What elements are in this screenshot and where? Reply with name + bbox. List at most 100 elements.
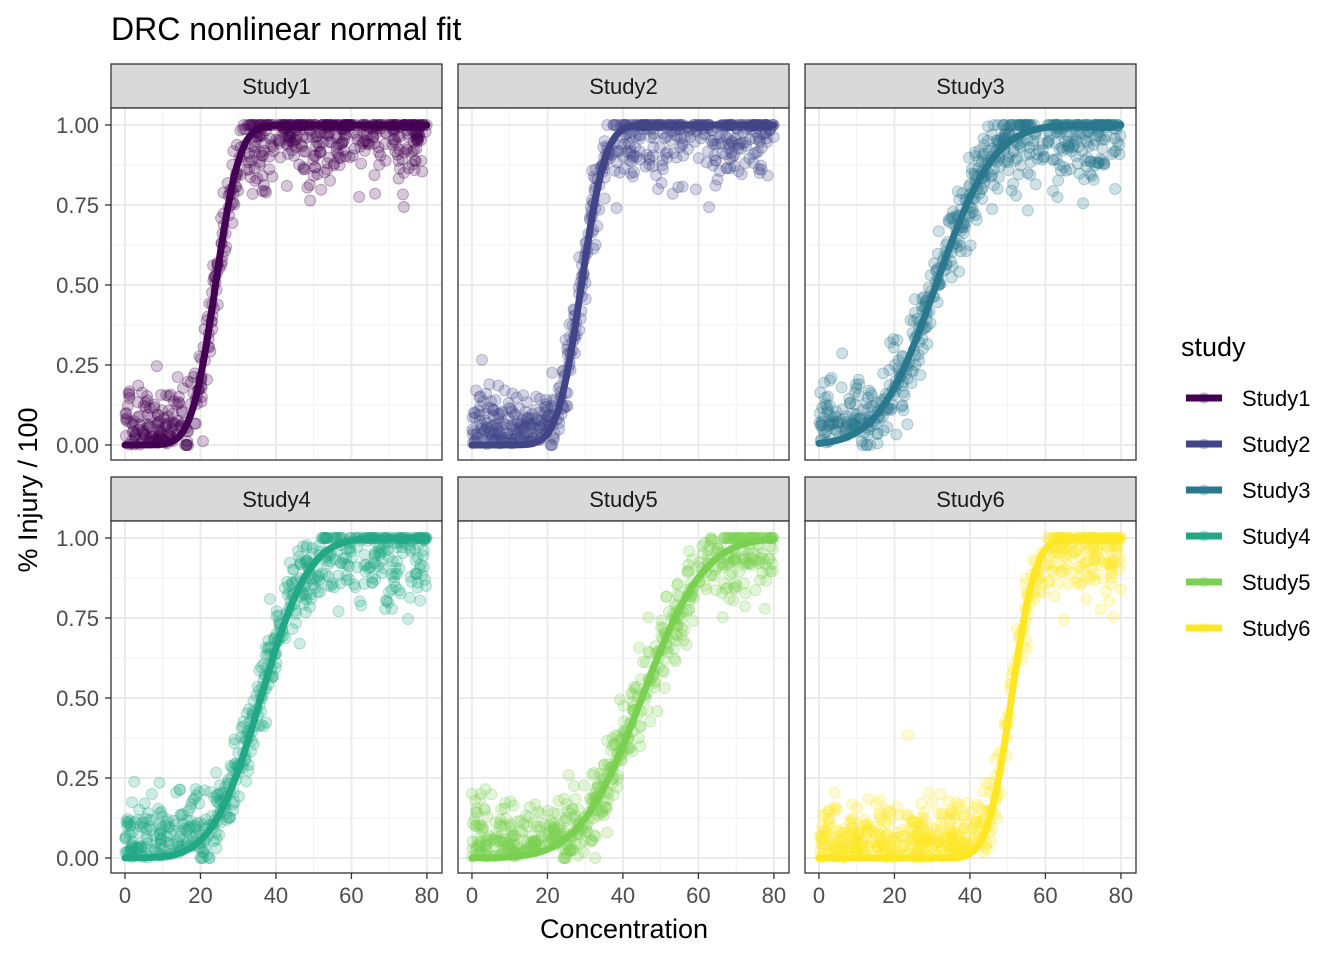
data-point (392, 172, 405, 185)
data-point (881, 817, 894, 830)
y-tick-label: 0.00 (56, 846, 99, 871)
data-point (401, 143, 414, 156)
data-point (474, 390, 487, 403)
data-point (639, 160, 652, 173)
data-point (237, 118, 250, 131)
data-point (667, 146, 680, 159)
data-point (478, 802, 491, 815)
data-point (1048, 590, 1061, 603)
data-point (538, 401, 551, 414)
legend-point (1198, 392, 1210, 404)
data-point (627, 149, 640, 162)
data-point (1038, 586, 1051, 599)
data-point (640, 656, 653, 669)
data-point (491, 422, 504, 435)
facet-label: Study1 (242, 74, 311, 99)
data-point (976, 192, 989, 205)
data-point (1069, 149, 1082, 162)
data-point (891, 334, 904, 347)
x-tick-label: 40 (611, 883, 635, 908)
data-point (514, 424, 527, 437)
data-point (656, 159, 669, 172)
data-point (586, 164, 599, 177)
data-point (476, 427, 489, 440)
data-point (237, 123, 250, 136)
data-point (173, 397, 186, 410)
data-point (148, 401, 161, 414)
data-point (282, 147, 295, 160)
data-point (410, 133, 423, 146)
data-point (601, 826, 614, 839)
data-point (1080, 592, 1093, 605)
data-point (813, 416, 826, 429)
data-point (815, 418, 828, 431)
data-point (659, 131, 672, 144)
data-point (297, 598, 310, 611)
data-point (632, 731, 645, 744)
data-point (286, 135, 299, 148)
data-point (290, 133, 303, 146)
data-point (864, 438, 877, 451)
data-point (676, 137, 689, 150)
data-point (499, 418, 512, 431)
y-tick-label: 0.00 (56, 433, 99, 458)
data-point (530, 403, 543, 416)
data-point (723, 138, 736, 151)
data-point (313, 146, 326, 159)
data-point (153, 420, 166, 433)
data-point (141, 418, 154, 431)
data-point (243, 150, 256, 163)
data-point (997, 118, 1010, 131)
data-point (986, 202, 999, 215)
data-point (351, 129, 364, 142)
data-point (1003, 151, 1016, 164)
data-point (343, 560, 356, 573)
panel-study3: Study3 (804, 63, 1137, 461)
data-point (508, 408, 521, 421)
data-point (514, 419, 527, 432)
data-point (471, 426, 484, 439)
data-point (749, 132, 762, 145)
data-point (411, 135, 424, 148)
data-point (664, 134, 677, 147)
data-point (705, 134, 718, 147)
x-tick-label: 40 (958, 883, 982, 908)
data-point (293, 158, 306, 171)
data-point (1014, 141, 1027, 154)
data-point (659, 147, 672, 160)
data-point (1046, 184, 1059, 197)
data-point (162, 427, 175, 440)
data-point (256, 169, 269, 182)
data-point (904, 314, 917, 327)
data-point (280, 179, 293, 192)
data-point (819, 391, 832, 404)
data-point (379, 154, 392, 167)
data-point (681, 564, 694, 577)
data-point (720, 131, 733, 144)
data-point (504, 402, 517, 415)
data-point (412, 132, 425, 145)
data-point (382, 586, 395, 599)
data-point (396, 153, 409, 166)
data-point (985, 835, 998, 848)
data-point (485, 420, 498, 433)
data-point (526, 421, 539, 434)
data-point (614, 138, 627, 151)
data-point (684, 131, 697, 144)
data-point (702, 145, 715, 158)
data-point (119, 413, 132, 426)
data-point (243, 163, 256, 176)
data-point (487, 409, 500, 422)
data-point (301, 181, 314, 194)
data-point (849, 411, 862, 424)
data-point (474, 400, 487, 413)
data-point (688, 135, 701, 148)
data-point (485, 788, 498, 801)
data-point (1050, 153, 1063, 166)
data-point (987, 179, 1000, 192)
data-point (719, 130, 732, 143)
data-point (633, 641, 646, 654)
data-point (321, 163, 334, 176)
data-point (1042, 136, 1055, 149)
data-point (538, 406, 551, 419)
